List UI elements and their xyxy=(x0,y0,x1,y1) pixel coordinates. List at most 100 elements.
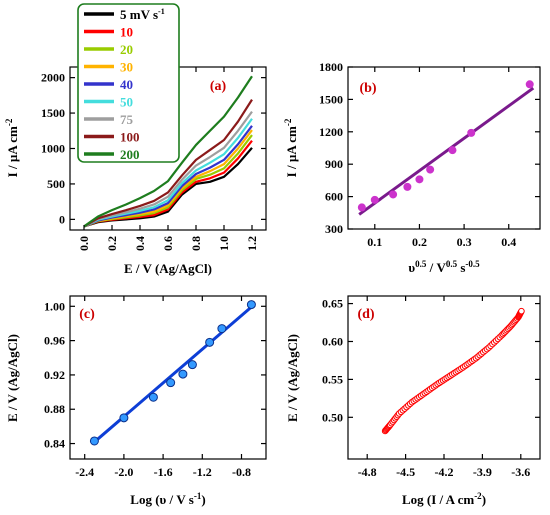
panel-a-xtick-label: 0.6 xyxy=(161,236,175,251)
panel-c-point xyxy=(148,392,158,402)
panel-b-point xyxy=(426,165,435,174)
cv-curve-100 xyxy=(83,99,253,228)
panel-a-xtick-label: 1.0 xyxy=(217,236,231,251)
panel-a-ylabel-main: I / µA cm xyxy=(5,126,20,177)
panel-a-ylabel: I / µA cm-2 xyxy=(4,118,20,177)
panel-b-frame xyxy=(347,66,541,230)
panel-a-label: (a) xyxy=(210,79,227,94)
panel-a-ytick-label: 1000 xyxy=(41,142,65,156)
panel-c-point xyxy=(205,337,215,347)
panel-b-ytick-label: 1800 xyxy=(319,60,343,74)
panel-c-fit-line xyxy=(91,305,254,445)
panel-b-xlabel-sup1: 0.5 xyxy=(415,259,427,269)
legend-label-50: 50 xyxy=(120,95,133,110)
panel-a-legend-box xyxy=(77,3,180,163)
panel-d-ylabel: E / V (Ag/AgCl) xyxy=(285,334,300,422)
panel-d-ytick-label: 0.60 xyxy=(322,334,343,348)
panel-b-xlabel-v: / V xyxy=(426,260,446,275)
panel-c-ytick-label: 0.88 xyxy=(44,402,65,416)
panel-c-point xyxy=(119,413,129,423)
panel-b-point xyxy=(370,195,379,204)
panel-b-fit-line xyxy=(358,86,535,216)
panel-d-ytick-label: 0.65 xyxy=(322,297,343,311)
panel-b-label: (b) xyxy=(359,81,376,96)
panel-d-ytick-label: 0.55 xyxy=(322,372,343,386)
panel-a-xtick-label: 0.8 xyxy=(189,236,203,251)
panel-a-legend: 5 mV s-1 10 20 30 40 50 75 100 200 xyxy=(77,3,180,163)
legend-label-20: 20 xyxy=(120,42,133,57)
panel-b-ytick-label: 600 xyxy=(325,190,343,204)
panel-b-point xyxy=(467,128,476,137)
panel-c-xtick-label: -1.6 xyxy=(154,465,173,479)
panel-b-ylabel: I / µA cm-2 xyxy=(283,118,299,177)
panel-b-xlabel-sup2: 0.5 xyxy=(446,259,458,269)
panel-d: -4.8 -4.5 -4.2 -3.9 -3.6 0.50 0.55 0.60 0.65 (d)… xyxy=(285,295,541,507)
panel-b-point xyxy=(415,175,424,184)
panel-c-point xyxy=(178,369,188,379)
legend-label-10: 10 xyxy=(120,25,133,40)
panel-c-ytick-label: 0.84 xyxy=(44,437,65,451)
panel-c-point xyxy=(89,436,99,446)
panel-c-ylabel: E / V (Ag/AgCl) xyxy=(5,334,20,422)
panel-a-xtick-label: 0.4 xyxy=(133,236,147,251)
panel-c-point xyxy=(187,360,197,370)
panel-d-ytick-label: 0.50 xyxy=(322,410,343,424)
legend-label-75: 75 xyxy=(120,112,134,127)
panel-a-ytick-label: 500 xyxy=(47,177,65,191)
panel-c: -2.4 -2.0 -1.6 -1.2 -0.8 0.84 0.88 0.92 0.96 1.00… xyxy=(5,295,267,507)
panel-c-xlabel-end: ) xyxy=(201,492,205,507)
panel-a-xlabel: E / V (Ag/AgCl) xyxy=(124,261,212,276)
panel-c-xlabel-main: Log (υ / V s xyxy=(130,492,194,507)
panel-d-xtick-label: -4.8 xyxy=(358,465,377,479)
panel-d-point xyxy=(518,307,525,315)
panel-a-xtick-label: 1.2 xyxy=(245,236,259,251)
panel-d-xlabel-sup: -2 xyxy=(474,491,482,501)
panel-c-point xyxy=(217,324,227,334)
panel-d-xtick-label: -3.6 xyxy=(511,465,530,479)
panel-c-xlabel-sup: -1 xyxy=(194,491,202,501)
panel-c-frame xyxy=(69,295,267,460)
panel-a-xtick-label: 0.2 xyxy=(105,236,119,251)
panel-b-point xyxy=(525,80,534,89)
panel-c-ytick-label: 0.96 xyxy=(44,334,65,348)
panel-c-xtick-label: -1.2 xyxy=(193,465,212,479)
panel-b-xtick-label: 0.2 xyxy=(412,235,427,249)
panel-c-point xyxy=(166,378,176,388)
legend-label-40: 40 xyxy=(120,77,133,92)
panel-d-xtick-label: -4.2 xyxy=(435,465,454,479)
panel-b-ytick-label: 300 xyxy=(325,222,343,236)
panel-b-xtick-label: 0.3 xyxy=(457,235,472,249)
panel-b-ylabel-sup: -2 xyxy=(283,118,293,126)
panel-a: 0.0 0.2 0.4 0.6 0.8 1.0 1.2 0 500 1000 1500 2000 (a… xyxy=(4,3,267,276)
cv-curve-200 xyxy=(83,75,253,228)
panel-a-ytick-label: 2000 xyxy=(41,71,65,85)
panel-b-ytick-label: 1500 xyxy=(319,92,343,106)
panel-b-xtick-label: 0.4 xyxy=(501,235,516,249)
panel-d-xlabel-main: Log (I / A cm xyxy=(402,492,474,507)
panel-c-xtick-label: -2.4 xyxy=(75,465,94,479)
panel-b-ytick-label: 900 xyxy=(325,157,343,171)
panel-b-xlabel: υ0.5 / V0.5 s-0.5 xyxy=(408,259,480,275)
panel-c-point xyxy=(246,300,256,310)
panel-b-point xyxy=(389,190,398,199)
panel-b-point xyxy=(403,182,412,191)
panel-b-ytick-label: 1200 xyxy=(319,125,343,139)
panel-b-xlabel-u: υ xyxy=(408,260,415,275)
panel-d-xlabel: Log (I / A cm-2) xyxy=(402,491,486,507)
legend-label-100: 100 xyxy=(120,130,140,145)
panel-b-xlabel-s: s xyxy=(457,260,465,275)
panel-a-ytick-label: 0 xyxy=(59,212,65,226)
panel-d-xtick-label: -3.9 xyxy=(473,465,492,479)
panel-d-label: (d) xyxy=(357,307,374,322)
cv-curve-75 xyxy=(83,110,253,228)
panel-b-point xyxy=(357,203,366,212)
legend-label-30: 30 xyxy=(120,60,133,75)
panel-a-ylabel-sup: -2 xyxy=(4,118,14,126)
panel-b-ylabel-main: I / µA cm xyxy=(284,126,299,177)
panel-c-xtick-label: -0.8 xyxy=(232,465,251,479)
panel-b-point xyxy=(448,146,457,155)
panel-d-xlabel-end: ) xyxy=(482,492,486,507)
legend-label-5: 5 mV s-1 xyxy=(120,7,165,22)
